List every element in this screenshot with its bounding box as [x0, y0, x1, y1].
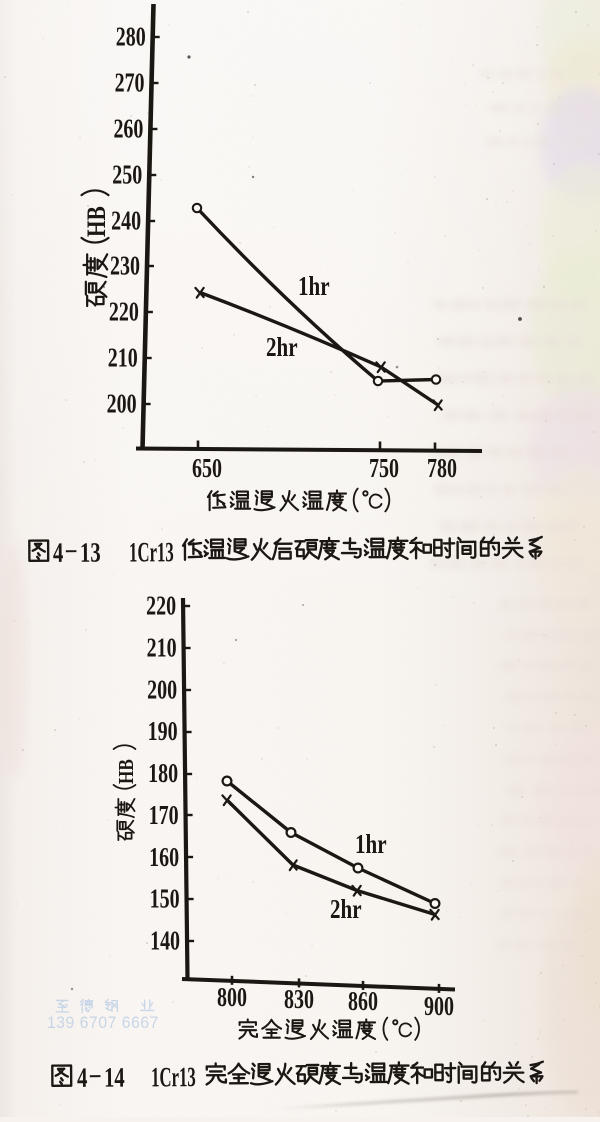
svg-text:860: 860	[348, 987, 378, 1017]
svg-text:1Cr13: 1Cr13	[151, 1061, 196, 1093]
svg-text:1hr: 1hr	[298, 272, 330, 302]
svg-text:4: 4	[53, 538, 64, 569]
svg-text:210: 210	[108, 344, 138, 374]
svg-text:230: 230	[110, 252, 140, 282]
svg-text:210: 210	[147, 634, 177, 664]
svg-text:220: 220	[146, 592, 176, 622]
svg-text:240: 240	[111, 207, 141, 237]
svg-text:830: 830	[284, 985, 314, 1015]
svg-text:750: 750	[369, 454, 399, 484]
svg-text:250: 250	[112, 161, 142, 191]
svg-text:13: 13	[80, 538, 101, 569]
svg-text:1hr: 1hr	[355, 830, 387, 860]
svg-text:160: 160	[149, 843, 179, 873]
svg-text:–: –	[89, 1059, 101, 1090]
svg-text:180: 180	[148, 759, 178, 789]
svg-text:4: 4	[77, 1063, 88, 1094]
svg-text:270: 270	[115, 69, 145, 99]
svg-text:900: 900	[424, 992, 454, 1022]
svg-text:HB: HB	[116, 759, 139, 784]
svg-text:200: 200	[147, 676, 177, 706]
svg-text:140: 140	[150, 927, 180, 957]
svg-text:1Cr13: 1Cr13	[129, 536, 174, 568]
svg-text:190: 190	[148, 717, 178, 747]
svg-text:2hr: 2hr	[266, 333, 298, 363]
svg-text:650: 650	[192, 454, 222, 484]
svg-text:280: 280	[116, 23, 146, 53]
svg-text:–: –	[65, 534, 77, 565]
svg-text:HB: HB	[83, 206, 111, 237]
svg-text:780: 780	[427, 454, 457, 484]
svg-text:170: 170	[149, 801, 179, 831]
svg-text:200: 200	[107, 390, 137, 420]
svg-text:800: 800	[217, 983, 247, 1013]
svg-text:150: 150	[150, 885, 180, 915]
svg-text:139 6707 6667: 139 6707 6667	[47, 1014, 159, 1032]
svg-text:260: 260	[113, 115, 143, 145]
svg-text:14: 14	[104, 1063, 125, 1094]
svg-text:220: 220	[109, 298, 139, 328]
svg-text:2hr: 2hr	[330, 895, 362, 925]
